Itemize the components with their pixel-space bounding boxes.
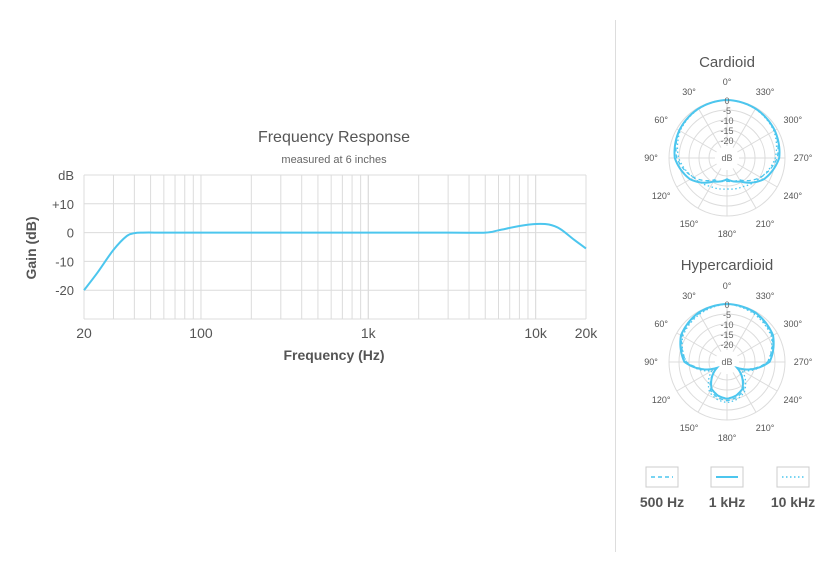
cardioid-angle-label: 120° [652, 191, 671, 201]
y-tick-label: 0 [67, 226, 74, 241]
legend-item: 1 kHz [709, 466, 746, 510]
x-tick-label: 20 [76, 325, 92, 341]
cardioid-series-1khz [673, 98, 781, 184]
cardioid-radial-tick-label: -20 [720, 136, 733, 146]
cardioid-angle-label: 30° [682, 87, 696, 97]
hypercardioid-grid-spoke [697, 372, 722, 413]
cardioid-grid-spoke [676, 128, 717, 153]
legend-item: 10 kHz [771, 466, 815, 510]
hypercardioid-polar-plot: 0-5-10-15-20 dB 0° 30° 60° 90° 120° 150° 180° 210… [644, 281, 813, 443]
hypercardioid-grid-spoke [732, 372, 757, 413]
hypercardioid-angle-label: 150° [680, 423, 699, 433]
cardioid-angle-label: 330° [756, 87, 775, 97]
hypercardioid-radial-tick-label: -5 [723, 310, 731, 320]
legend-swatch-box [645, 466, 679, 488]
x-tick-label: 100 [189, 325, 213, 341]
cardioid-angle-label: 60° [654, 115, 668, 125]
cardioid-angle-label: 300° [784, 115, 803, 125]
hypercardioid-radial-tick-label: -15 [720, 330, 733, 340]
hypercardioid-radial-unit-label: dB [721, 357, 732, 367]
cardioid-radial-tick-label: -15 [720, 126, 733, 136]
x-axis-label: Frequency (Hz) [283, 347, 384, 363]
hypercardioid-angle-label: 120° [652, 395, 671, 405]
cardioid-angle-label: 90° [644, 153, 658, 163]
y-tick-label: -10 [55, 254, 74, 269]
cardioid-radial-unit-label: dB [721, 153, 732, 163]
hypercardioid-angle-label: 60° [654, 319, 668, 329]
cardioid-series-10khz [676, 99, 778, 190]
chart-subtitle: measured at 6 inches [281, 154, 387, 166]
cardioid-grid-spoke [676, 163, 717, 188]
hypercardioid-angle-label: 30° [682, 291, 696, 301]
hypercardioid-grid-spoke [676, 332, 717, 357]
hypercardioid-grid-spoke [732, 311, 757, 352]
cardioid-grid-spoke [732, 107, 757, 148]
hypercardioid-radial-tick-label: -20 [720, 340, 733, 350]
hypercardioid-grid-spoke [676, 367, 717, 392]
hypercardioid-angle-label: 270° [794, 357, 813, 367]
legend-item: 500 Hz [640, 466, 684, 510]
hypercardioid-angle-label: 0° [723, 281, 732, 291]
cardioid-radial-tick-label: -5 [723, 106, 731, 116]
cardioid-angle-label: 0° [723, 77, 732, 87]
fr-grid [83, 174, 587, 320]
y-axis-label: Gain (dB) [23, 217, 39, 280]
chart-title: Frequency Response [258, 129, 410, 146]
cardioid-angle-label: 270° [794, 153, 813, 163]
x-tick-label: 1k [361, 325, 377, 341]
cardioid-angle-label: 150° [680, 219, 699, 229]
legend-label: 10 kHz [771, 494, 815, 510]
cardioid-grid-spoke [732, 168, 757, 209]
hypercardioid-series-10khz [681, 303, 773, 404]
legend-label: 500 Hz [640, 494, 684, 510]
hypercardioid-angle-label: 90° [644, 357, 658, 367]
hypercardioid-title: Hypercardioid [681, 257, 774, 274]
x-tick-label: 10k [524, 325, 548, 341]
cardioid-angle-label: 240° [784, 191, 803, 201]
cardioid-angle-label: 180° [718, 229, 737, 239]
cardioid-grid-spoke [697, 107, 722, 148]
hypercardioid-radial-tick-label: 0 [724, 300, 729, 310]
polar-patterns-panel: Cardioid Hypercardioid 0-5-10-15-20dB0°3… [640, 54, 815, 510]
legend-swatch-box [776, 466, 810, 488]
legend-swatch-box [710, 466, 744, 488]
y-tick-label: +10 [52, 197, 74, 212]
cardioid-grid-spoke [737, 163, 778, 188]
panel-divider [615, 20, 616, 552]
hypercardioid-grid-spoke [737, 332, 778, 357]
cardioid-radial-tick-label: 0 [724, 96, 729, 106]
y-tick-label: -20 [55, 283, 74, 298]
legend: 500 Hz 1 kHz 10 kHz [640, 466, 815, 510]
cardioid-title: Cardioid [699, 54, 755, 71]
hypercardioid-angle-label: 180° [718, 433, 737, 443]
cardioid-radial-tick-label: -10 [720, 116, 733, 126]
frequency-response-chart: Frequency Response measured at 6 inches … [23, 129, 599, 363]
legend-label: 1 kHz [709, 494, 746, 510]
hypercardioid-angle-label: 240° [784, 395, 803, 405]
hypercardioid-series-1khz [679, 302, 775, 400]
hypercardioid-angle-label: 210° [756, 423, 775, 433]
cardioid-angle-label: 210° [756, 219, 775, 229]
cardioid-grid-spoke [697, 168, 722, 209]
hypercardioid-angle-label: 330° [756, 291, 775, 301]
hypercardioid-radial-tick-label: -10 [720, 320, 733, 330]
frequency-response-line [83, 222, 587, 291]
hypercardioid-angle-label: 300° [784, 319, 803, 329]
x-tick-label: 20k [575, 325, 599, 341]
cardioid-grid-spoke [737, 128, 778, 153]
hypercardioid-grid-spoke [737, 367, 778, 392]
y-tick-label: dB [58, 168, 74, 183]
cardioid-polar-plot: 0-5-10-15-20 dB 0° 30° 60° 90° 120° 150° 180° 210… [644, 77, 813, 239]
hypercardioid-grid-spoke [697, 311, 722, 352]
